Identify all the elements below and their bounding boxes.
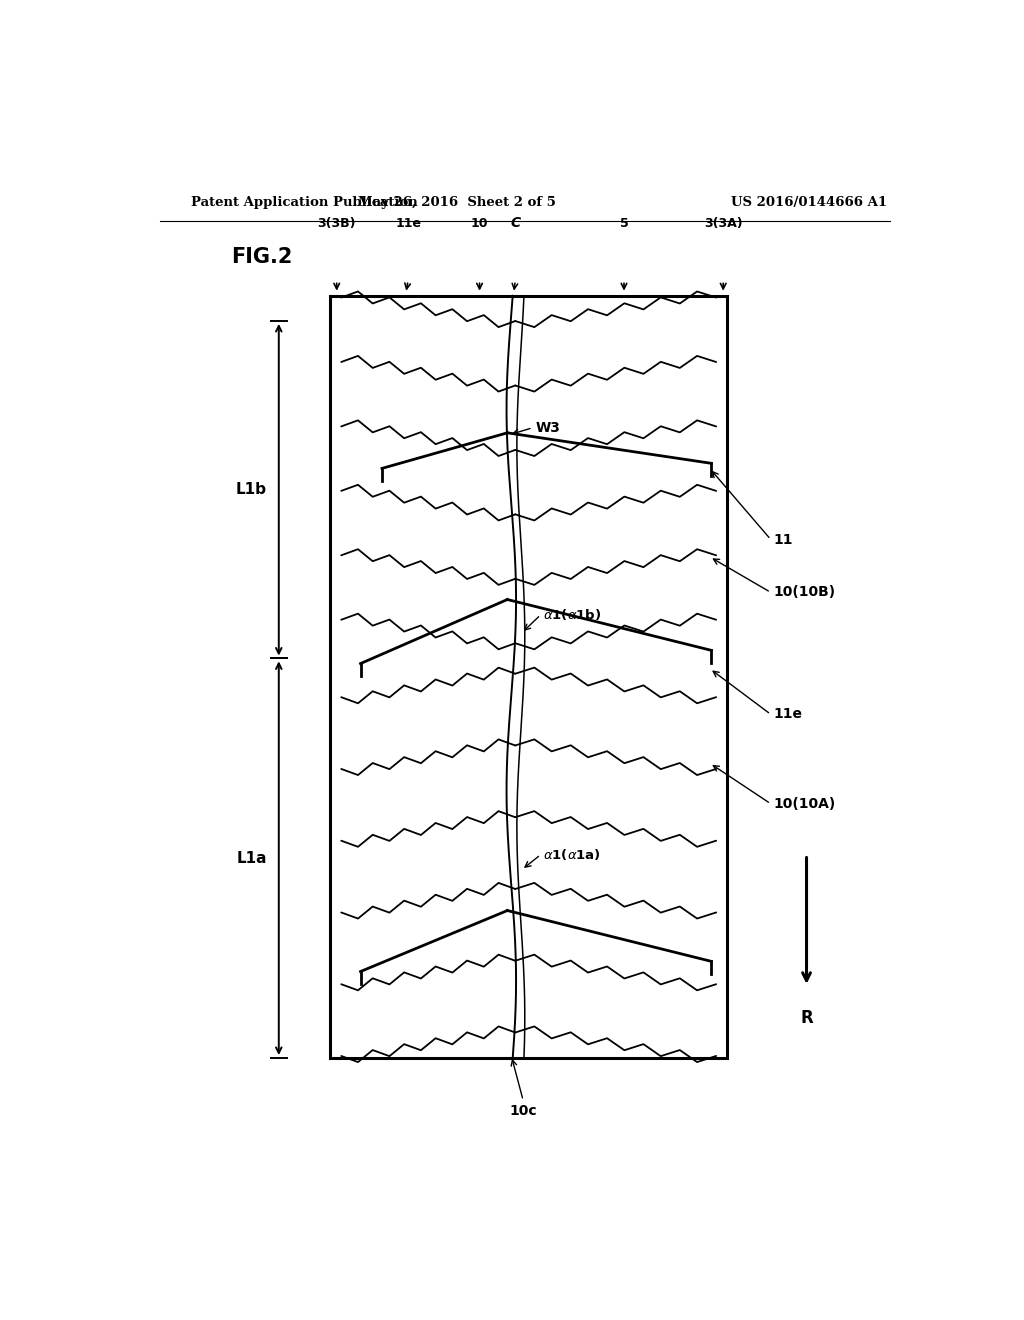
- Text: 11e: 11e: [395, 216, 421, 230]
- Text: 11: 11: [773, 532, 793, 546]
- Text: $\alpha$1($\alpha$1b): $\alpha$1($\alpha$1b): [543, 607, 601, 622]
- Text: May 26, 2016  Sheet 2 of 5: May 26, 2016 Sheet 2 of 5: [358, 195, 556, 209]
- Text: Patent Application Publication: Patent Application Publication: [191, 195, 418, 209]
- Bar: [331, 296, 727, 1057]
- Text: 3(3B): 3(3B): [317, 216, 356, 230]
- Text: 10(10A): 10(10A): [773, 797, 836, 810]
- Text: W3: W3: [536, 421, 560, 434]
- Text: 10c: 10c: [509, 1104, 537, 1118]
- Text: 10: 10: [471, 216, 488, 230]
- Text: FIG.2: FIG.2: [231, 247, 293, 267]
- Text: $\alpha$1($\alpha$1a): $\alpha$1($\alpha$1a): [543, 847, 601, 862]
- Text: 10(10B): 10(10B): [773, 585, 836, 599]
- Text: 3(3A): 3(3A): [703, 216, 742, 230]
- Text: C: C: [510, 215, 520, 230]
- Text: L1b: L1b: [236, 482, 267, 498]
- Text: R: R: [800, 1008, 813, 1027]
- Text: 11e: 11e: [773, 708, 802, 721]
- Text: US 2016/0144666 A1: US 2016/0144666 A1: [731, 195, 887, 209]
- Text: L1a: L1a: [237, 850, 267, 866]
- Text: 5: 5: [620, 216, 629, 230]
